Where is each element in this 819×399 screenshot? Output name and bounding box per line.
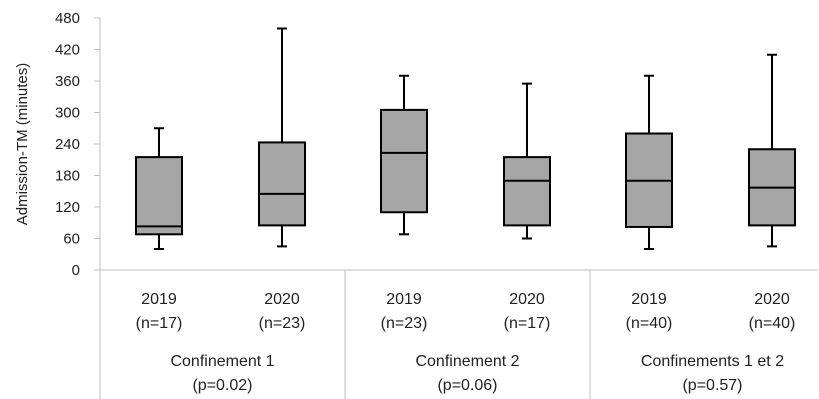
box-iqr <box>380 108 428 214</box>
sample-size-label: (n=40) <box>749 315 796 332</box>
sample-size-label: (n=17) <box>504 315 551 332</box>
box-iqr <box>258 141 306 227</box>
year-label: 2020 <box>509 291 545 308</box>
year-label: 2020 <box>754 291 790 308</box>
year-label: 2019 <box>386 291 422 308</box>
y-tick-label: 360 <box>55 73 80 90</box>
sample-size-label: (n=17) <box>136 315 183 332</box>
group-label: Confinement 2 <box>415 353 519 370</box>
group-label: Confinements 1 et 2 <box>641 353 784 370</box>
p-value-label: (p=0.57) <box>682 377 742 394</box>
sample-size-label: (n=23) <box>259 315 306 332</box>
y-axis-label: Admission-TM (minutes) <box>14 63 31 226</box>
y-tick-label: 60 <box>63 231 80 248</box>
y-tick-label: 420 <box>55 42 80 59</box>
axes: 0 60 120 180 240 300 360 420 480 <box>55 10 818 399</box>
p-value-label: (p=0.06) <box>437 377 497 394</box>
year-label: 2019 <box>631 291 667 308</box>
box-iqr <box>135 156 183 236</box>
y-tick-label: 480 <box>55 10 80 27</box>
y-tick-label: 120 <box>55 199 80 216</box>
year-label: 2019 <box>141 291 177 308</box>
y-tick-label: 0 <box>72 262 80 279</box>
y-tick-label: 240 <box>55 136 80 153</box>
y-tick-label: 180 <box>55 168 80 185</box>
boxes <box>135 27 796 250</box>
y-tick-label: 300 <box>55 105 80 122</box>
sample-size-label: (n=23) <box>381 315 428 332</box>
group-label: Confinement 1 <box>170 353 274 370</box>
category-labels: 2019 (n=17) 2020 (n=23) Confinement 1 (p=0.02… <box>136 291 796 394</box>
p-value-label: (p=0.02) <box>192 377 252 394</box>
sample-size-label: (n=40) <box>626 315 673 332</box>
year-label: 2020 <box>264 291 300 308</box>
box-iqr <box>503 156 551 227</box>
